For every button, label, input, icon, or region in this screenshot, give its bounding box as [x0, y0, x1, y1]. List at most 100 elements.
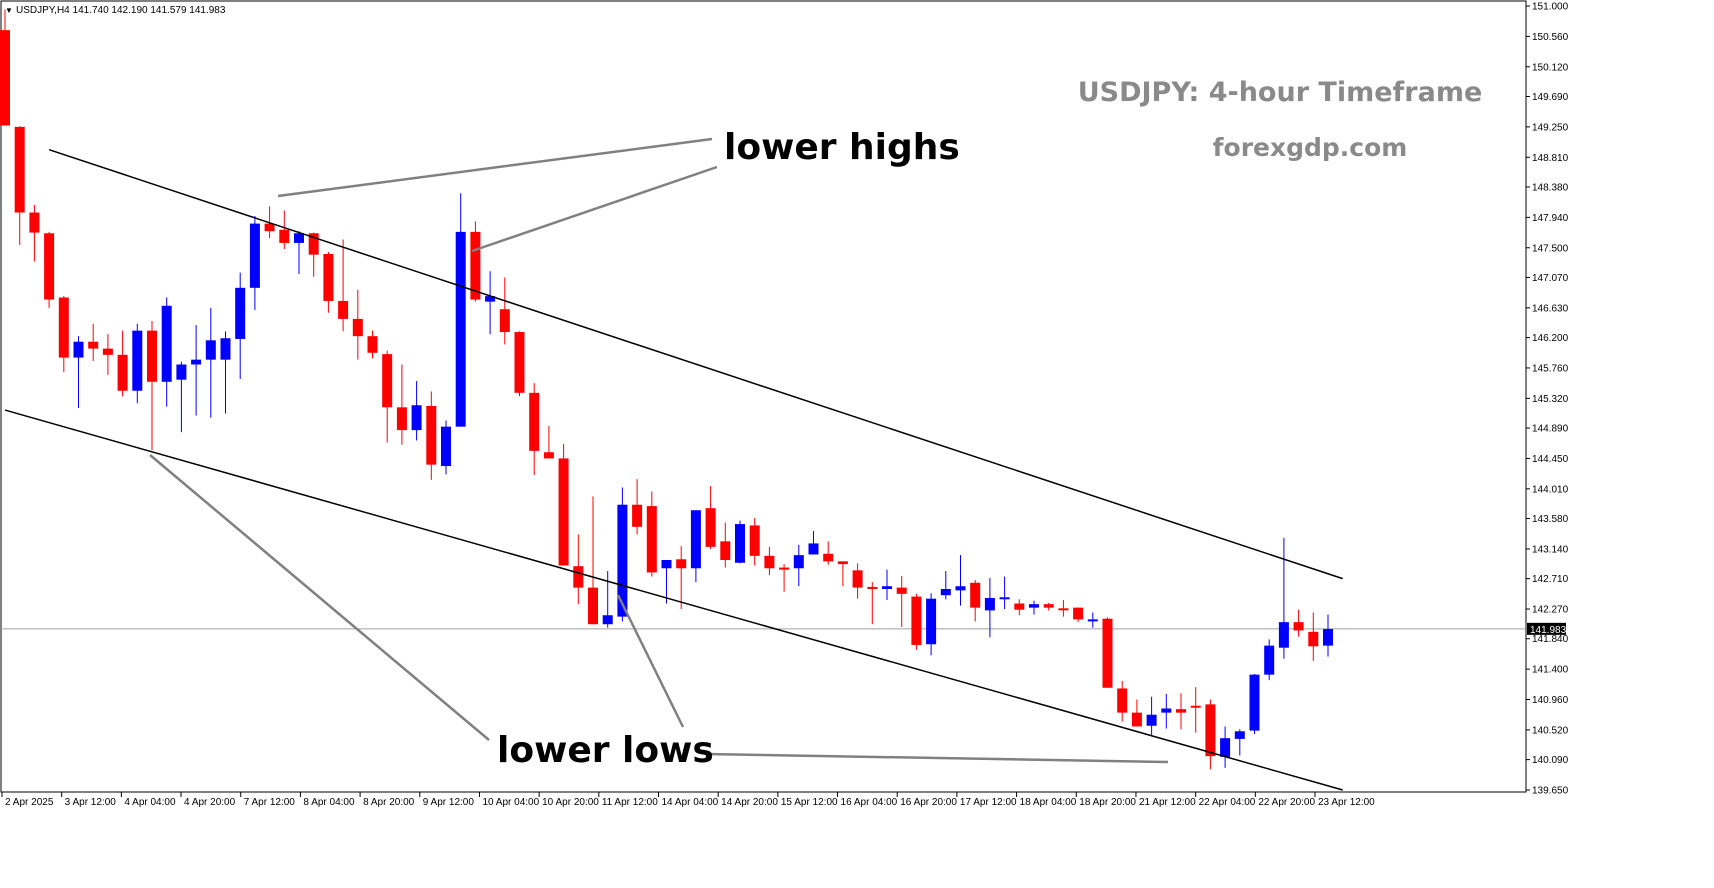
candle[interactable] — [499, 277, 510, 345]
candle-body — [396, 407, 407, 431]
candle[interactable] — [1102, 617, 1113, 688]
candle[interactable] — [338, 239, 349, 332]
candle[interactable] — [690, 510, 701, 583]
candle[interactable] — [558, 443, 569, 566]
candle[interactable] — [705, 486, 716, 549]
candle[interactable] — [191, 325, 202, 416]
candle[interactable] — [940, 571, 951, 600]
candle[interactable] — [44, 231, 55, 308]
candle[interactable] — [720, 522, 731, 568]
channel-upper-line[interactable] — [48, 148, 1343, 580]
candle[interactable] — [867, 582, 878, 625]
candle[interactable] — [308, 232, 319, 277]
candle[interactable] — [161, 297, 172, 407]
candle[interactable] — [1029, 600, 1039, 615]
candle[interactable] — [514, 331, 525, 397]
candle[interactable] — [382, 350, 393, 443]
candle[interactable] — [1087, 612, 1098, 628]
candle[interactable] — [1161, 693, 1172, 729]
candle[interactable] — [573, 534, 584, 605]
candle[interactable] — [1293, 609, 1304, 637]
candle-body — [323, 253, 334, 301]
candle[interactable] — [1058, 600, 1069, 617]
candle[interactable] — [632, 479, 643, 535]
candle[interactable] — [117, 330, 128, 397]
candle[interactable] — [1131, 699, 1142, 727]
annotation-lower-lows: lower lows — [497, 730, 714, 771]
candle[interactable] — [352, 289, 363, 360]
channel-lower-line[interactable] — [4, 409, 1343, 791]
candle[interactable] — [999, 576, 1010, 610]
candle[interactable] — [29, 204, 40, 262]
candle[interactable] — [882, 569, 892, 601]
candle[interactable] — [617, 487, 628, 622]
candle[interactable] — [396, 364, 407, 445]
candle[interactable] — [367, 330, 378, 359]
candle[interactable] — [1323, 614, 1333, 657]
candle[interactable] — [764, 546, 775, 576]
candle[interactable] — [808, 530, 819, 555]
candle[interactable] — [1190, 687, 1201, 733]
candle[interactable] — [279, 210, 290, 250]
pointer-lower-high-2 — [471, 165, 718, 253]
candle[interactable] — [1234, 729, 1245, 756]
candle[interactable] — [102, 334, 113, 375]
candle[interactable] — [529, 383, 540, 476]
candle[interactable] — [14, 126, 25, 245]
candle[interactable] — [1073, 607, 1084, 623]
candle[interactable] — [323, 251, 334, 313]
candle[interactable] — [646, 491, 657, 577]
candle-body — [1278, 622, 1289, 648]
candle[interactable] — [441, 420, 451, 475]
candle-body — [220, 338, 231, 360]
candle[interactable] — [779, 564, 790, 592]
candle[interactable] — [205, 307, 216, 418]
candle[interactable] — [455, 193, 466, 427]
candle[interactable] — [1220, 726, 1231, 768]
candle[interactable] — [793, 544, 804, 587]
candle[interactable] — [294, 231, 304, 275]
candle[interactable] — [147, 320, 157, 451]
candle[interactable] — [1205, 699, 1216, 770]
candle[interactable] — [470, 221, 481, 302]
candle[interactable] — [852, 563, 863, 599]
candle[interactable] — [749, 517, 760, 566]
candle[interactable] — [176, 361, 187, 433]
candle[interactable] — [1176, 693, 1186, 730]
candle[interactable] — [411, 381, 422, 441]
candle[interactable] — [823, 541, 834, 565]
candle[interactable] — [911, 593, 922, 650]
candle[interactable] — [837, 561, 848, 587]
candle[interactable] — [1117, 680, 1128, 722]
candle[interactable] — [676, 546, 687, 610]
candle-body — [882, 586, 892, 589]
candle[interactable] — [220, 331, 231, 414]
candle[interactable] — [970, 580, 981, 622]
candle[interactable] — [661, 559, 672, 604]
candle[interactable] — [73, 336, 84, 409]
candle[interactable] — [1146, 696, 1157, 736]
candle[interactable] — [926, 593, 937, 656]
candle[interactable] — [543, 425, 554, 459]
candle[interactable] — [602, 571, 613, 628]
candle[interactable] — [896, 575, 907, 627]
candle[interactable] — [1278, 537, 1289, 659]
candle[interactable] — [1308, 612, 1319, 661]
candle[interactable] — [132, 323, 143, 404]
candle[interactable] — [426, 391, 437, 480]
candle[interactable] — [1264, 639, 1275, 681]
candle[interactable] — [1043, 602, 1054, 611]
candle[interactable] — [1249, 673, 1260, 735]
candle[interactable] — [588, 496, 598, 625]
candle[interactable] — [1014, 599, 1025, 616]
candle[interactable] — [485, 271, 496, 335]
candle[interactable] — [984, 577, 995, 638]
candle[interactable] — [735, 520, 745, 564]
candle[interactable] — [58, 296, 69, 373]
candle[interactable] — [0, 9, 10, 126]
candle[interactable] — [955, 555, 966, 606]
candle[interactable] — [235, 272, 246, 380]
candle[interactable] — [249, 215, 260, 310]
candle[interactable] — [88, 323, 99, 362]
